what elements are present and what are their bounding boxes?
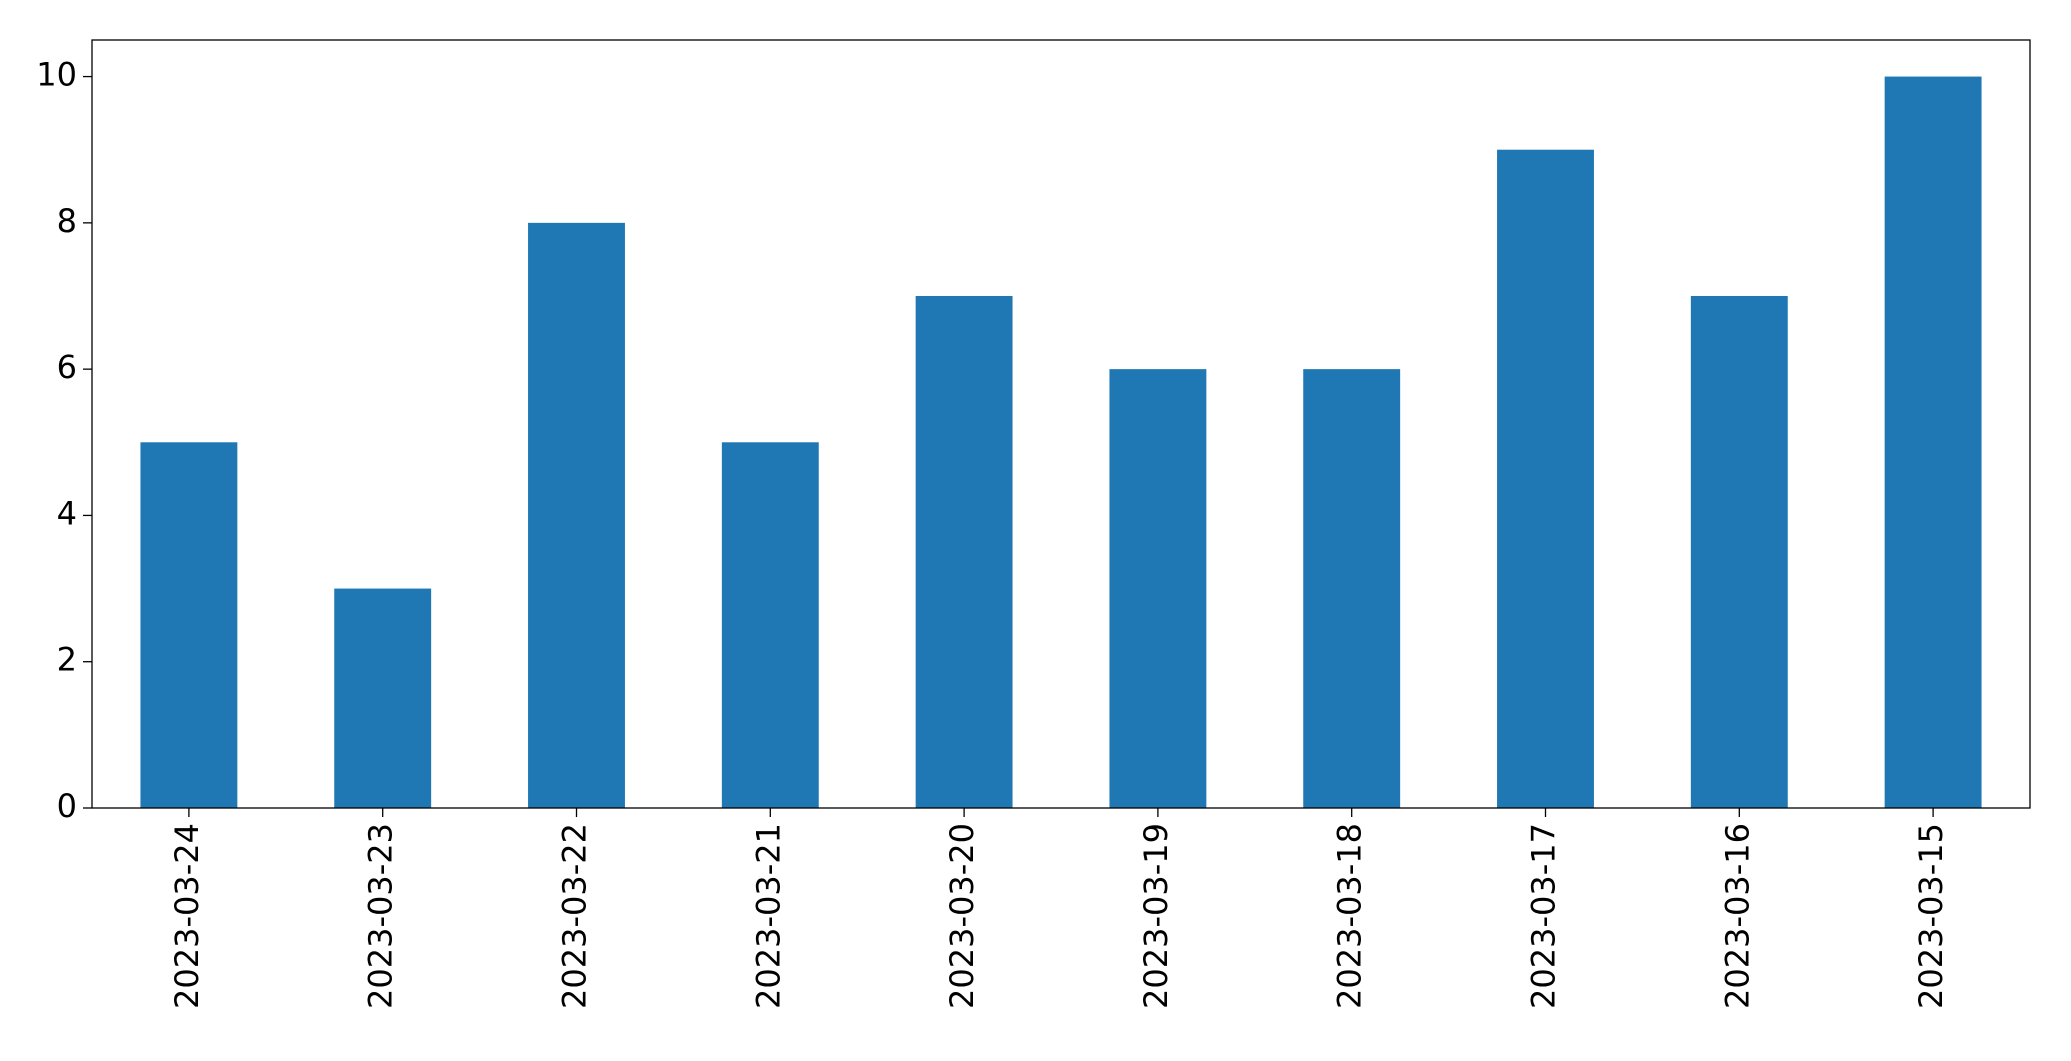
x-tick-label: 2023-03-16 [1718,823,1756,1009]
x-tick-label: 2023-03-15 [1912,823,1950,1009]
bar [915,296,1013,808]
y-tick-label: 10 [36,56,77,94]
plot-frame [91,39,2031,809]
bar [1303,369,1401,808]
x-tick-label: 2023-03-23 [362,823,400,1009]
y-tick-label: 0 [57,787,77,825]
bar [1497,149,1594,808]
bar [721,442,819,808]
y-tick-label: 6 [57,348,77,386]
x-tick-label: 2023-03-19 [1137,823,1175,1009]
bar [528,222,625,808]
y-tick-label: 2 [57,641,77,679]
bar [1884,76,1982,809]
bar [140,442,238,808]
bar [1109,369,1207,808]
x-tick-label: 2023-03-17 [1525,823,1563,1009]
y-tick-label: 4 [57,494,77,532]
x-tick-label: 2023-03-22 [556,823,594,1009]
x-tick-label: 2023-03-20 [943,823,981,1009]
y-tick-label: 8 [57,202,77,240]
x-tick-label: 2023-03-24 [168,823,206,1009]
bar [1690,296,1788,808]
x-tick-label: 2023-03-18 [1331,823,1369,1009]
x-tick-label: 2023-03-21 [749,823,787,1009]
bar [334,588,432,808]
